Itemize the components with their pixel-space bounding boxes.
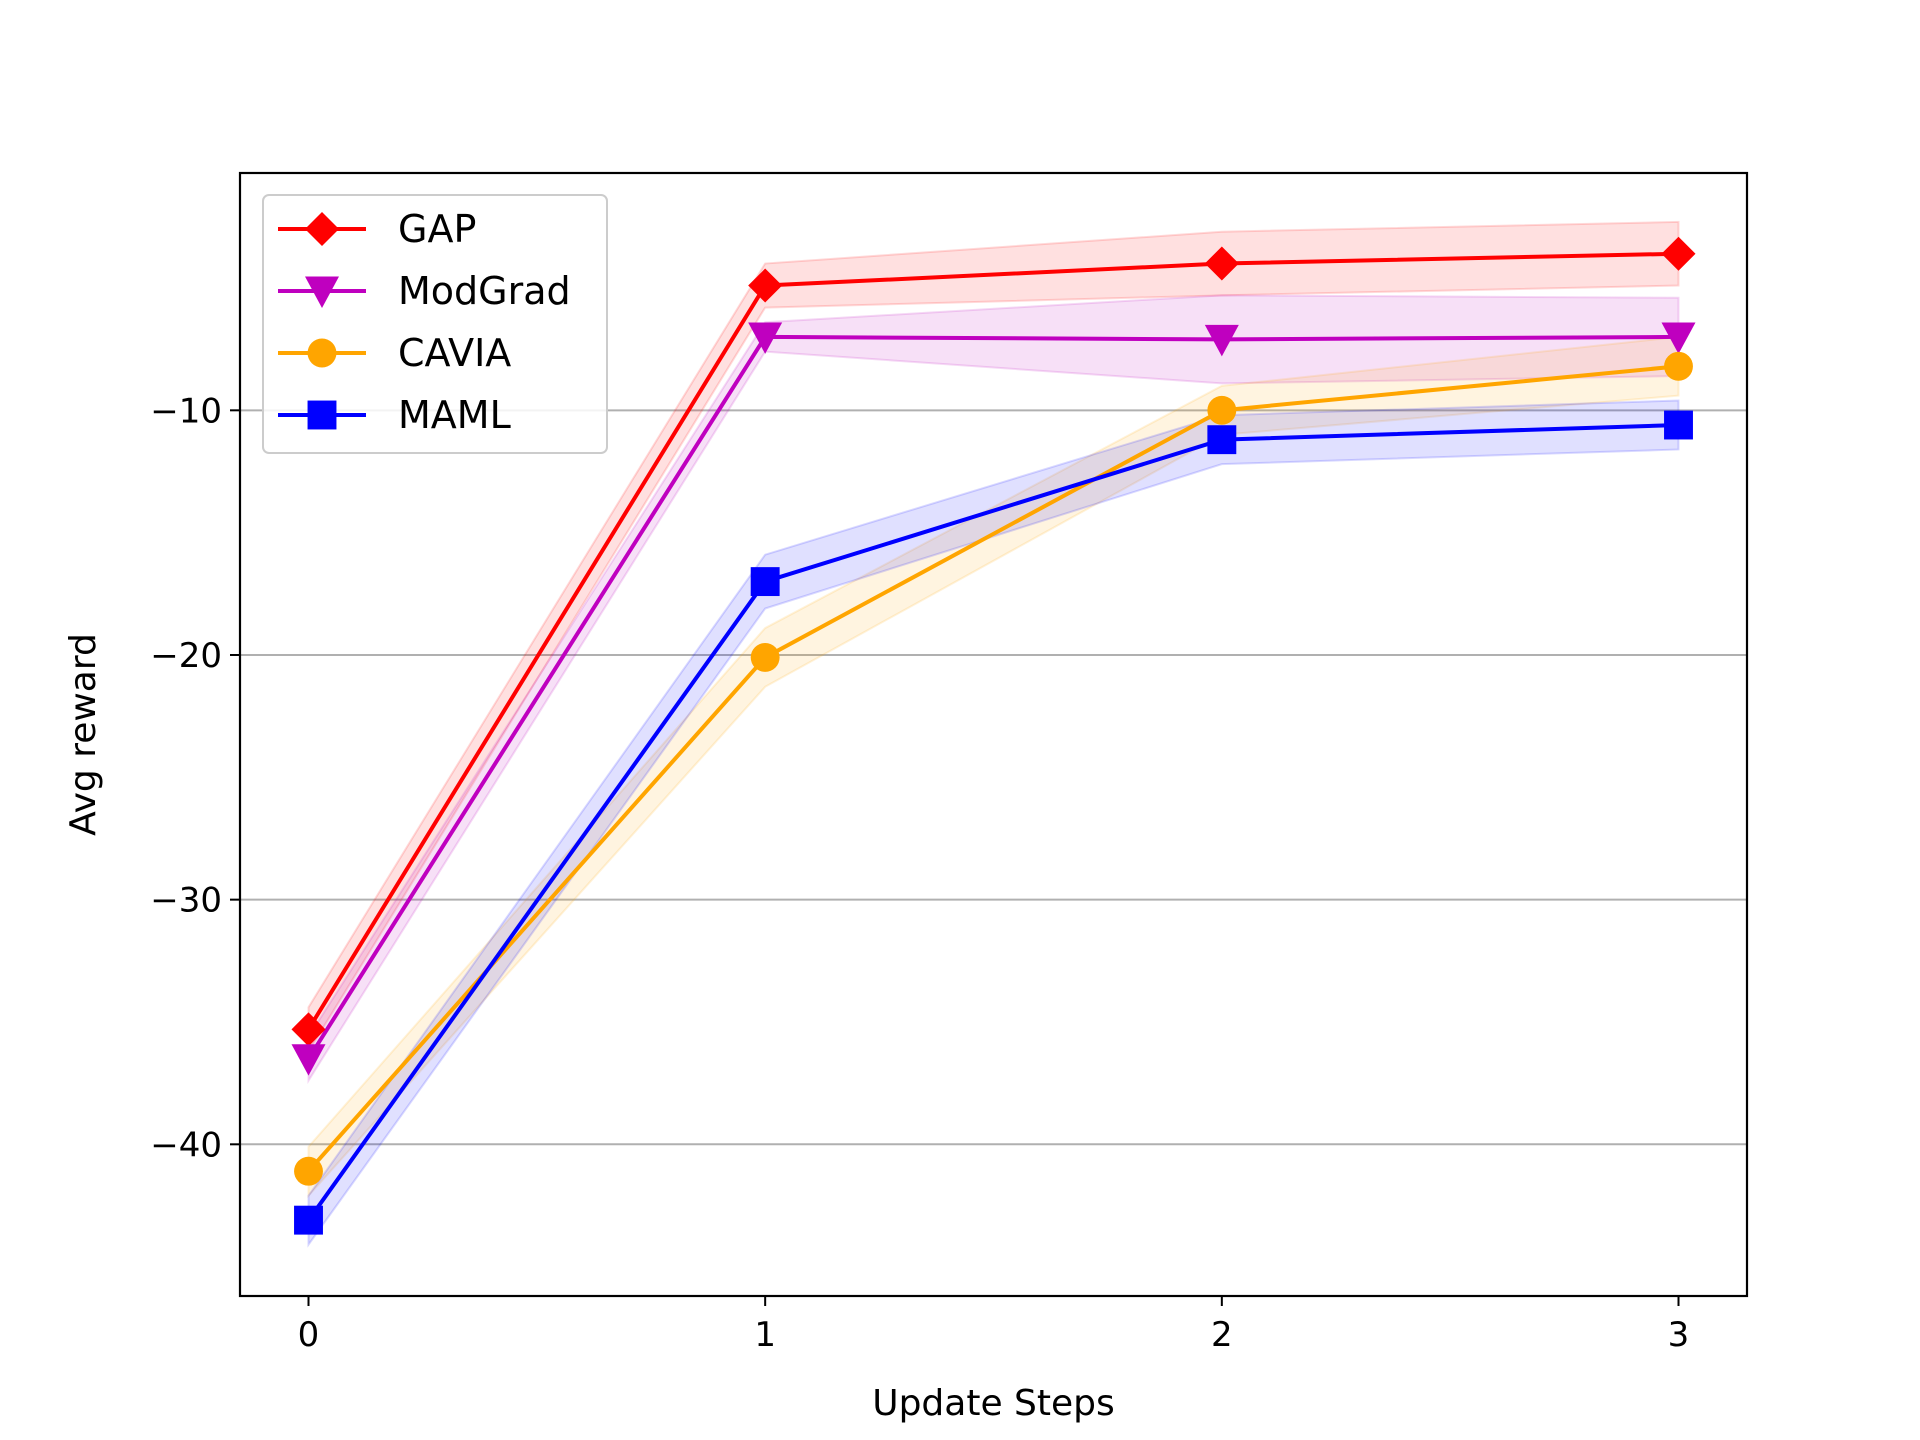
legend-marker <box>307 338 337 368</box>
legend-label: GAP <box>398 207 476 251</box>
data-point <box>1204 246 1239 281</box>
data-point <box>750 567 780 597</box>
x-tick-label: 0 <box>298 1315 320 1355</box>
x-tick-label: 3 <box>1668 1315 1690 1355</box>
series-line <box>306 251 1679 1031</box>
y-axis-label: Avg reward <box>63 633 104 836</box>
y-tick-label: −40 <box>150 1125 222 1165</box>
data-point <box>1204 324 1239 357</box>
data-point <box>294 1156 323 1186</box>
y-tick-label: −10 <box>150 391 222 431</box>
data-point <box>748 268 783 303</box>
x-axis-ticks: 0 1 2 3 <box>298 1296 1690 1355</box>
legend-label: MAML <box>398 393 511 437</box>
data-point <box>1661 322 1696 354</box>
series-line <box>306 334 1679 1060</box>
y-tick-label: −20 <box>150 636 222 676</box>
legend-label: CAVIA <box>398 331 511 375</box>
x-tick-label: 2 <box>1211 1315 1233 1355</box>
series-lines <box>306 251 1679 1222</box>
legend-marker <box>305 212 339 246</box>
data-point <box>1664 351 1693 381</box>
data-point <box>294 1205 323 1235</box>
data-point <box>1207 425 1237 455</box>
legend-label: ModGrad <box>398 269 571 313</box>
y-tick-label: −30 <box>150 881 222 921</box>
data-point <box>750 642 780 672</box>
legend: GAP ModGrad CAVIA MAML <box>262 194 608 454</box>
x-tick-label: 1 <box>754 1315 776 1355</box>
series-line <box>307 364 1679 1173</box>
legend-box <box>262 194 608 454</box>
x-axis-label: Update Steps <box>872 1383 1115 1424</box>
data-point <box>1207 395 1237 425</box>
series-markers <box>291 236 1696 1235</box>
y-axis-ticks: −40 −30 −20 −10 <box>150 391 240 1165</box>
legend-marker <box>305 276 339 308</box>
data-point <box>291 1044 326 1076</box>
plot-area-frame <box>238 171 1749 1298</box>
series-line <box>306 423 1679 1222</box>
confidence-band <box>307 220 1680 1055</box>
legend-marker <box>307 400 337 430</box>
data-point <box>1664 410 1693 440</box>
data-point <box>1661 236 1696 271</box>
data-point <box>748 322 783 354</box>
confidence-band <box>307 399 1680 1248</box>
data-point <box>291 1012 326 1047</box>
